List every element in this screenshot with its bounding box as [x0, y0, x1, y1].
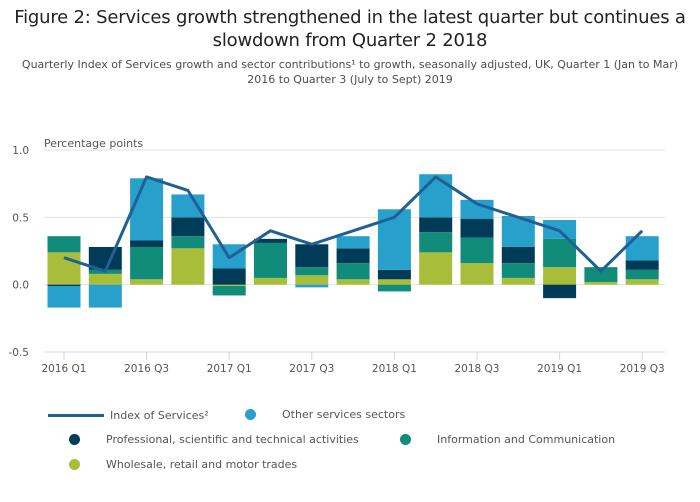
- dot-marker-icon: [69, 434, 80, 445]
- y-axis-label: Percentage points: [44, 137, 143, 150]
- bar-segment: [377, 269, 411, 280]
- y-tick-label: -0.5: [9, 347, 30, 359]
- y-axis-ticks: 1.0 0.5 0.0 -0.5: [9, 145, 30, 359]
- legend-label: Wholesale, retail and motor trades: [106, 458, 298, 471]
- bar-segment: [295, 244, 329, 268]
- legend-item-professional[interactable]: Professional, scientific and technical a…: [69, 433, 359, 446]
- bar-segment: [460, 199, 494, 219]
- bar-segment: [212, 284, 246, 287]
- x-tick-label: 2016 Q3: [124, 363, 169, 375]
- bar-segment: [295, 275, 329, 285]
- bar-segment: [460, 218, 494, 238]
- bar-segment: [419, 217, 453, 233]
- bar-segment: [501, 277, 535, 285]
- bar-segment: [212, 268, 246, 285]
- bar-segment: [47, 284, 81, 287]
- bar-segment: [47, 252, 81, 285]
- bar-segment: [625, 269, 659, 280]
- bar-segment: [254, 277, 287, 285]
- x-tick-label: 2018 Q3: [454, 363, 499, 375]
- bar-segment: [584, 281, 618, 285]
- legend-item-other-services[interactable]: Other services sectors: [245, 408, 405, 421]
- bar-segment: [88, 284, 122, 308]
- bar-segment: [295, 284, 329, 288]
- bar-segment: [419, 232, 453, 253]
- index-line: [63, 175, 644, 273]
- x-tick-label: 2018 Q1: [372, 363, 417, 375]
- chart-area: Percentage points 1.00.50.0-0.5 2016 Q1 2…: [9, 137, 665, 375]
- x-tick-label: 2019 Q3: [620, 363, 665, 375]
- x-tick-label: 2019 Q1: [537, 363, 582, 375]
- legend-item-wholesale[interactable]: Wholesale, retail and motor trades: [69, 458, 297, 471]
- bar-segment: [419, 252, 453, 285]
- bar-segment: [377, 284, 411, 292]
- bar-segment: [460, 263, 494, 285]
- legend-label: Index of Services²: [110, 409, 209, 422]
- bar-segment: [130, 240, 164, 247]
- dot-marker-icon: [69, 459, 80, 470]
- x-axis: 2016 Q1 2016 Q3 2017 Q1 2017 Q3 2018 Q1 2018 …: [41, 351, 665, 375]
- bar-segment: [336, 236, 370, 249]
- bar-segment: [543, 284, 577, 299]
- y-tick-label: 1.0: [12, 145, 29, 157]
- bar-segment: [460, 237, 494, 264]
- bar-segment: [336, 263, 370, 280]
- bar-segment: [419, 174, 453, 218]
- legend-item-index-of-services[interactable]: Index of Services²: [48, 409, 209, 422]
- bar-segment: [625, 236, 659, 261]
- bar-segment: [336, 279, 370, 285]
- bar-segment: [336, 248, 370, 264]
- chart-subtitle: Quarterly Index of Services growth and s…: [21, 58, 679, 86]
- dot-marker-icon: [245, 409, 256, 420]
- y-tick-label: 0.5: [12, 212, 29, 224]
- x-tick-label: 2016 Q1: [41, 363, 86, 375]
- bar-segment: [130, 279, 164, 285]
- bar-segment: [254, 238, 287, 243]
- bar-segment: [88, 273, 122, 285]
- bar-segment: [47, 286, 81, 308]
- y-tick-label: 0.0: [12, 280, 29, 292]
- dot-marker-icon: [400, 434, 411, 445]
- bar-segment: [584, 267, 618, 282]
- bar-segment: [501, 246, 535, 264]
- bar-segment: [212, 286, 246, 296]
- legend-label: Professional, scientific and technical a…: [106, 433, 359, 446]
- bar-segment: [254, 242, 287, 278]
- bar-segment: [543, 267, 577, 285]
- bar-segment: [130, 178, 164, 241]
- chart-title: Figure 2: Services growth strengthened i…: [14, 7, 686, 51]
- legend-item-information[interactable]: Information and Communication: [400, 433, 615, 446]
- x-tick-label: 2017 Q3: [289, 363, 334, 375]
- bar-segment: [171, 236, 205, 249]
- bar-segment: [47, 236, 81, 253]
- bar-segment: [625, 279, 659, 285]
- legend-label: Information and Communication: [437, 433, 616, 446]
- line-marker-icon: [48, 414, 104, 417]
- bar-segment: [625, 260, 659, 270]
- bar-segment: [130, 246, 164, 280]
- bar-segment: [171, 248, 205, 285]
- legend-label: Other services sectors: [282, 408, 406, 421]
- bar-segment: [295, 267, 329, 276]
- bar-segment: [171, 194, 205, 218]
- bar-segment: [501, 263, 535, 278]
- bar-segment: [171, 217, 205, 237]
- x-tick-label: 2017 Q1: [207, 363, 252, 375]
- bar-segment: [377, 279, 411, 285]
